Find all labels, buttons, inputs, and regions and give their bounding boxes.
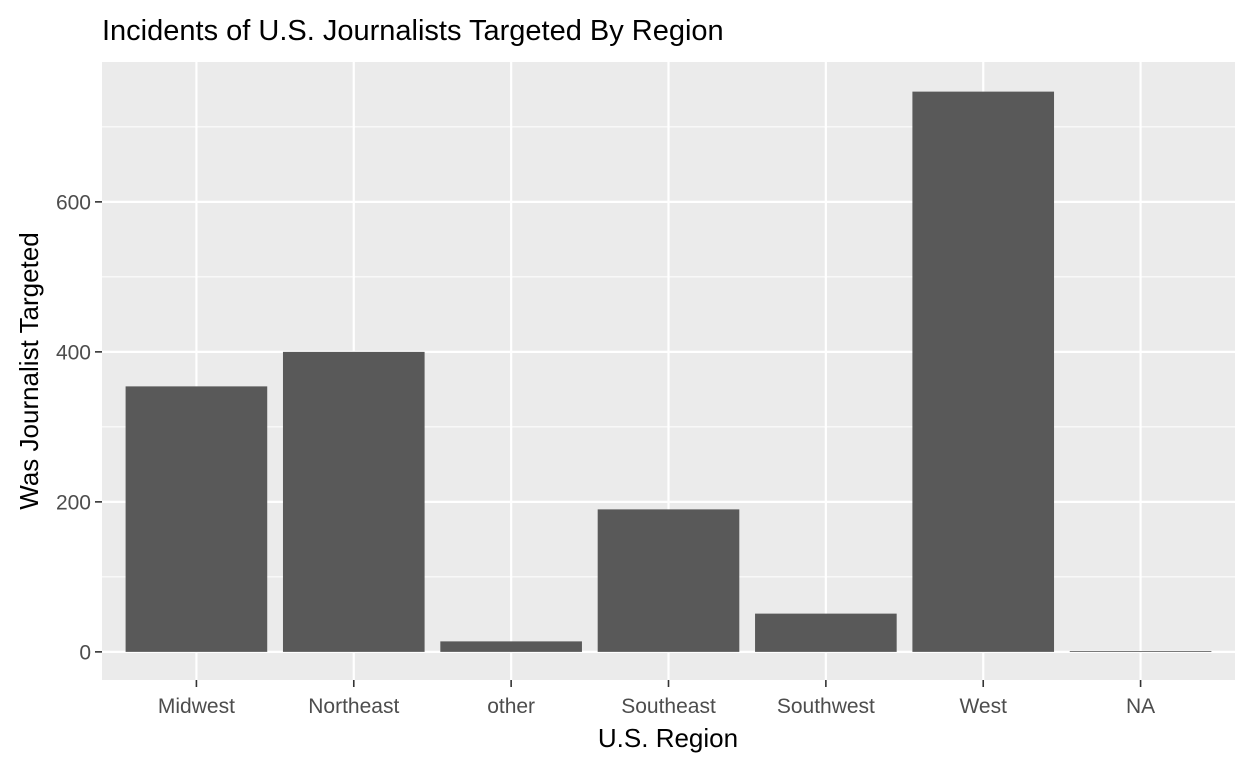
bar-na (1069, 651, 1212, 652)
y-tick-label: 200 (56, 491, 91, 514)
x-axis-ticks: Midwest Northeast other Southeast Southwest W… (158, 680, 1155, 718)
y-axis-title: Was Journalist Targeted (14, 232, 44, 509)
x-tick-label: West (959, 695, 1007, 718)
y-axis-ticks: 0 200 400 600 (56, 191, 102, 664)
x-axis-title: U.S. Region (598, 723, 738, 753)
x-tick-label: Southeast (621, 695, 716, 718)
bar-other (440, 641, 582, 652)
y-tick-label: 0 (79, 641, 91, 664)
bar-west (912, 91, 1055, 652)
bars (125, 91, 1212, 652)
chart-title: Incidents of U.S. Journalists Targeted B… (102, 15, 724, 47)
bar-midwest (125, 386, 268, 652)
x-tick-label: Southwest (777, 695, 875, 718)
x-tick-label: Midwest (158, 695, 235, 718)
x-tick-label: other (487, 695, 535, 718)
x-tick-label: Northeast (308, 695, 399, 718)
bar-northeast (282, 351, 425, 652)
y-tick-label: 600 (56, 191, 91, 214)
bar-southeast (597, 509, 740, 652)
x-tick-label: NA (1126, 695, 1155, 718)
y-tick-label: 400 (56, 341, 91, 364)
bar-southwest (755, 613, 897, 652)
